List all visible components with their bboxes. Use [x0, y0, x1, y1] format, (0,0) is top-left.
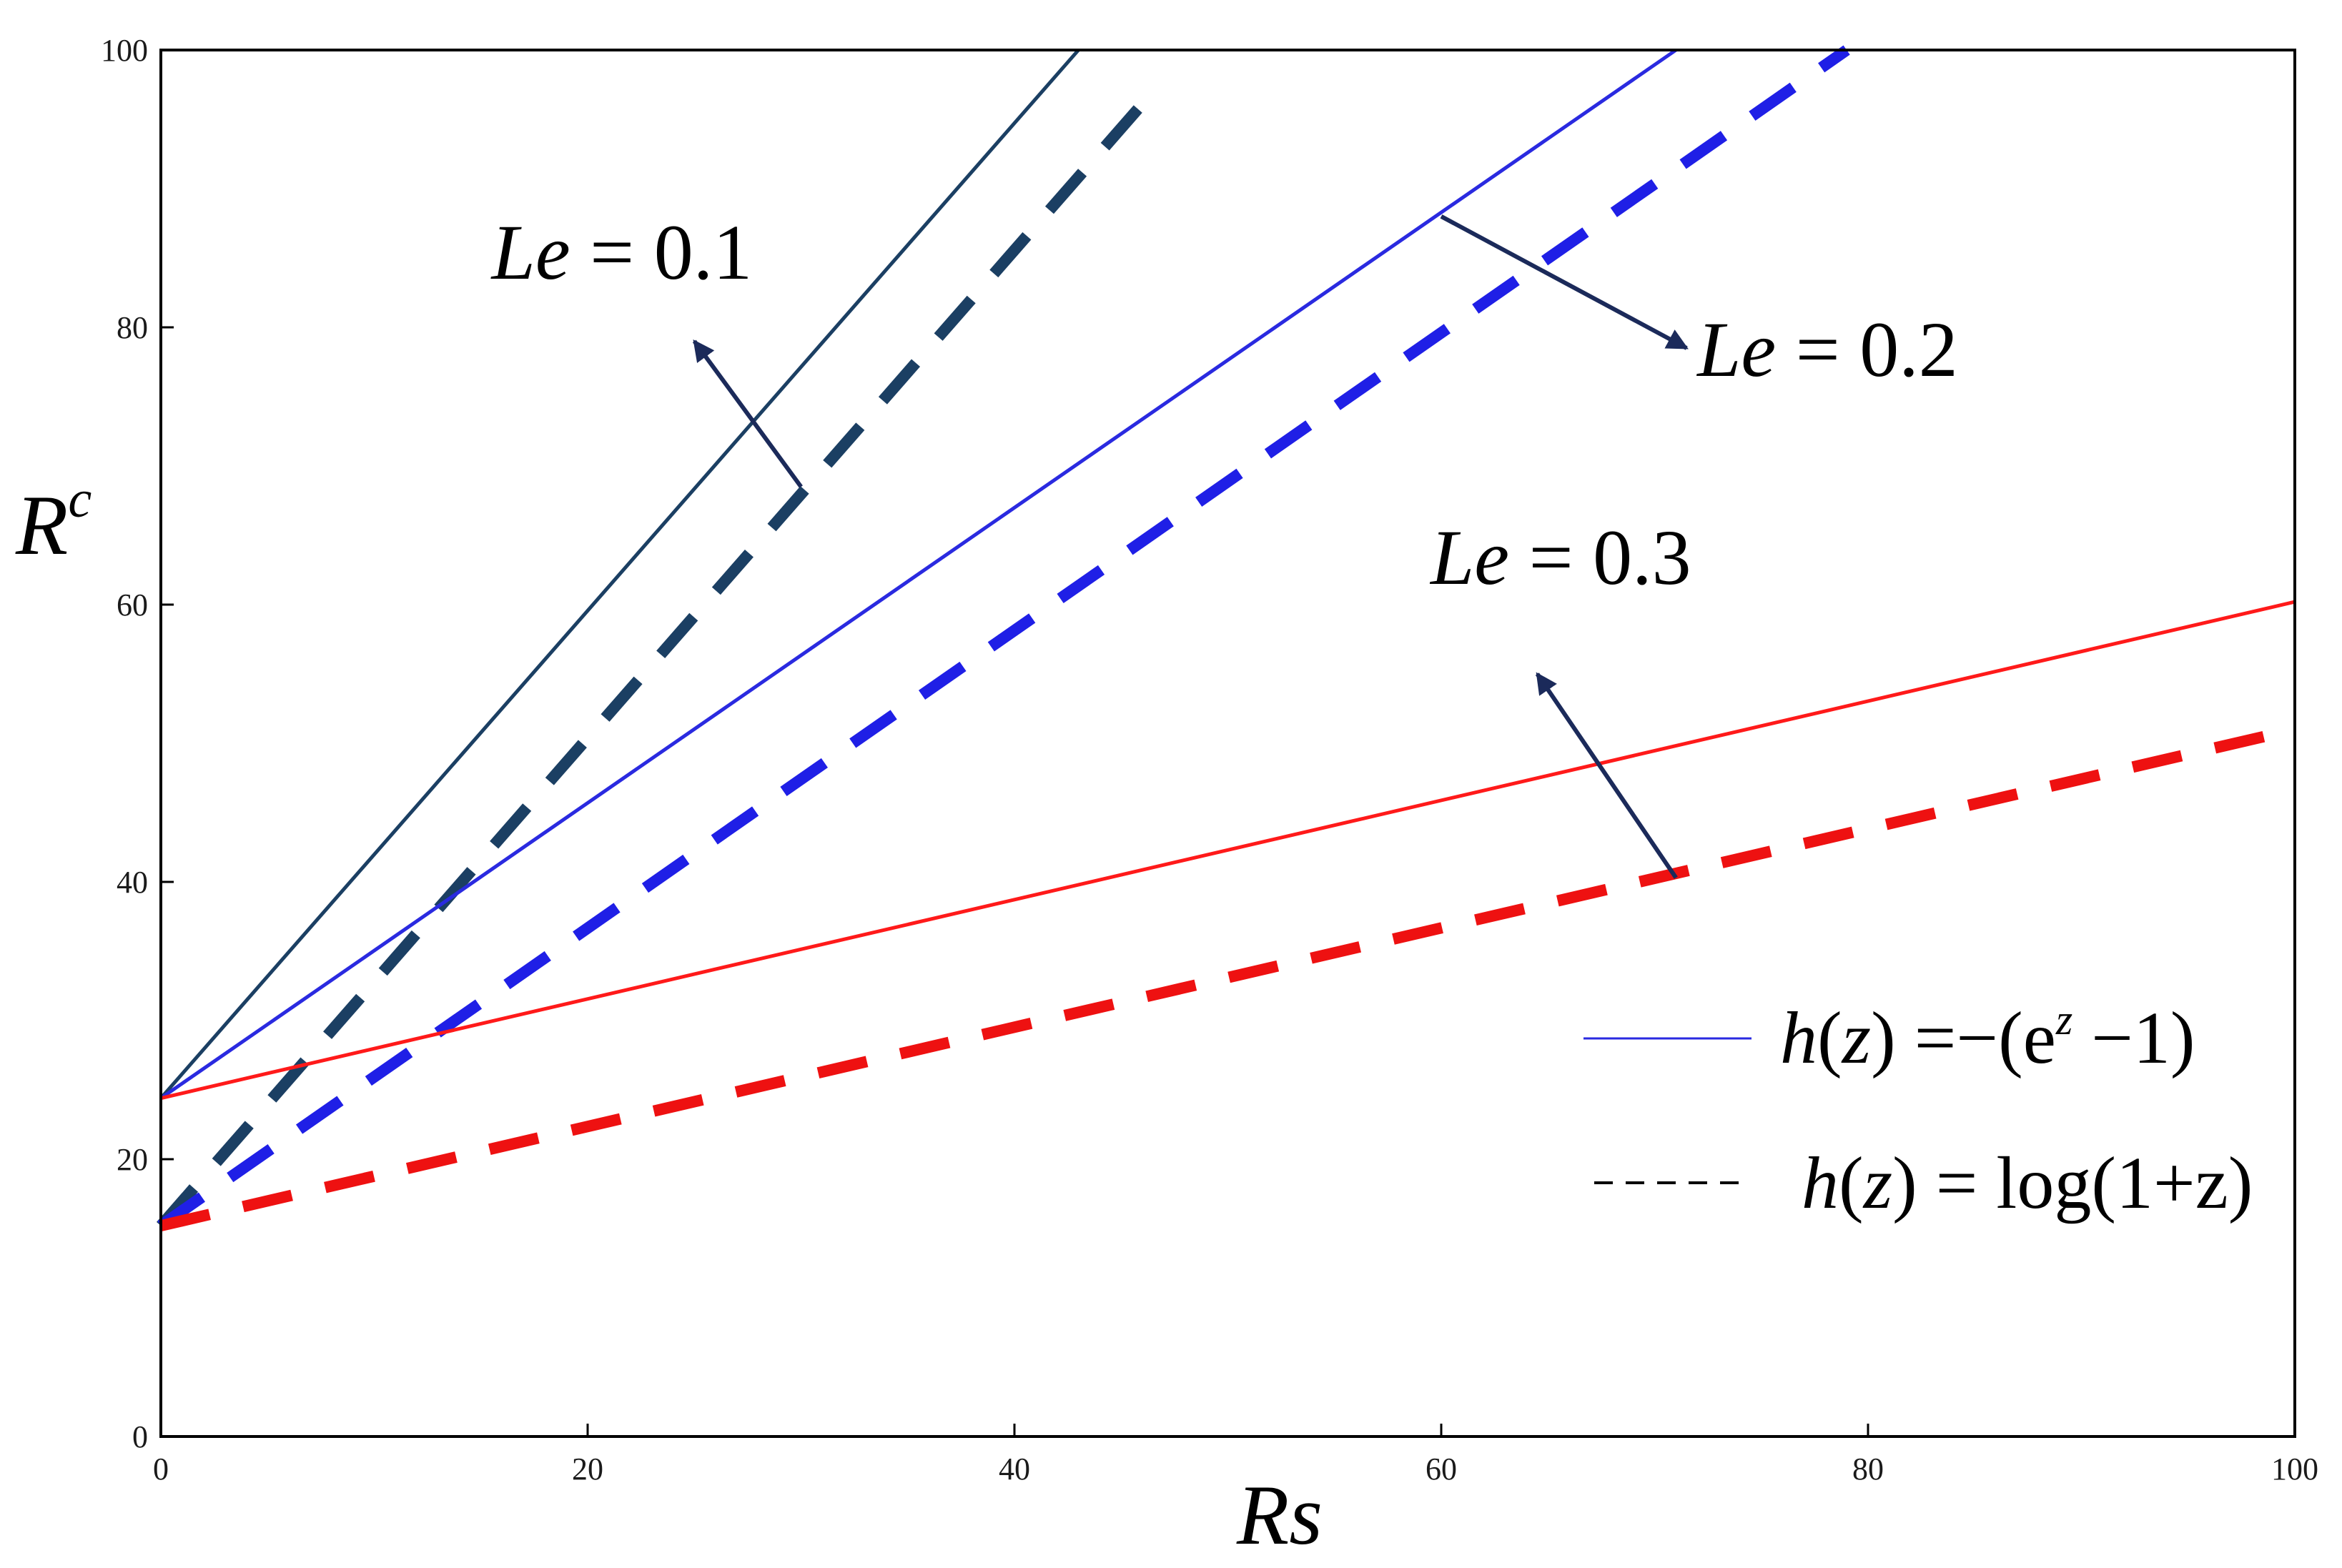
annotation-arrow — [692, 339, 803, 488]
y-tick-label: 60 — [117, 587, 148, 622]
annotation-label-symbol: Le — [1696, 306, 1776, 393]
annotation-label-symbol: Le — [1429, 514, 1509, 601]
y-tick-label: 20 — [117, 1142, 148, 1177]
plot-frame — [159, 49, 2296, 1438]
x-tick-label: 40 — [999, 1452, 1030, 1487]
y-tick-label: 40 — [117, 865, 148, 900]
legend-label-dashed-mid: z — [1862, 1142, 1892, 1224]
legend-label-solid-mid: z — [1841, 997, 1871, 1079]
series-line-le-0-1-solid — [159, 49, 1080, 1100]
legend-label-solid-end: −1) — [2072, 997, 2195, 1079]
legend-label-solid: h(z) =−(ez −1) — [1780, 996, 2195, 1079]
series-layer — [156, 45, 2296, 1231]
y-axis-title: Rc — [15, 470, 92, 572]
legend-label-solid-prefix: h — [1780, 997, 1817, 1079]
series-line-le-0-2-solid — [159, 48, 1677, 1100]
annotation-arrow — [1440, 214, 1689, 350]
y-tick-label: 0 — [132, 1419, 148, 1454]
plot-area — [161, 50, 2295, 1436]
x-tick-label: 60 — [1426, 1452, 1457, 1487]
legend-label-solid-suffix: =−(e — [1896, 997, 2056, 1079]
legend-label-dashed-suffix: = log(1+z) — [1917, 1142, 2253, 1224]
legend-label-dashed-prefix: h — [1802, 1142, 1839, 1224]
x-tick-label: 20 — [572, 1452, 603, 1487]
series-line-le-0-3-solid — [160, 600, 2296, 1101]
annotation-layer: Le = 0.1Le = 0.2Le = 0.3 — [490, 209, 1958, 879]
ticks-layer: 0 20 40 60 80 100 0 20 40 60 80 100 — [101, 33, 2318, 1487]
annotation-label-value: = 0.1 — [570, 209, 753, 296]
legend-label-solid-sup: z — [2055, 996, 2072, 1043]
y-tick-label: 80 — [117, 310, 148, 345]
annotation-label-value: = 0.3 — [1509, 514, 1691, 601]
annotation-label: Le = 0.3 — [1429, 514, 1691, 601]
y-axis-title-sup: c — [68, 470, 92, 529]
series-line-le-0-2-dashed — [157, 45, 1850, 1231]
annotation-label: Le = 0.1 — [490, 209, 753, 296]
y-axis-title-base: R — [15, 477, 68, 572]
x-axis-title: Rs — [1236, 1467, 1323, 1562]
annotation-label: Le = 0.2 — [1696, 306, 1958, 393]
legend: h(z) =−(ez −1) h(z) = log(1+z) — [1583, 996, 2253, 1224]
x-tick-label: 0 — [153, 1452, 169, 1487]
y-tick-label: 100 — [101, 33, 148, 68]
legend-label-dashed: h(z) = log(1+z) — [1802, 1142, 2253, 1224]
annotation-label-value: = 0.2 — [1776, 306, 1958, 393]
annotation-arrow — [1535, 672, 1678, 879]
x-tick-label: 100 — [2271, 1452, 2318, 1487]
series-line-le-0-3-dashed — [159, 723, 2296, 1231]
x-tick-label: 80 — [1852, 1452, 1884, 1487]
annotation-label-symbol: Le — [490, 209, 570, 296]
